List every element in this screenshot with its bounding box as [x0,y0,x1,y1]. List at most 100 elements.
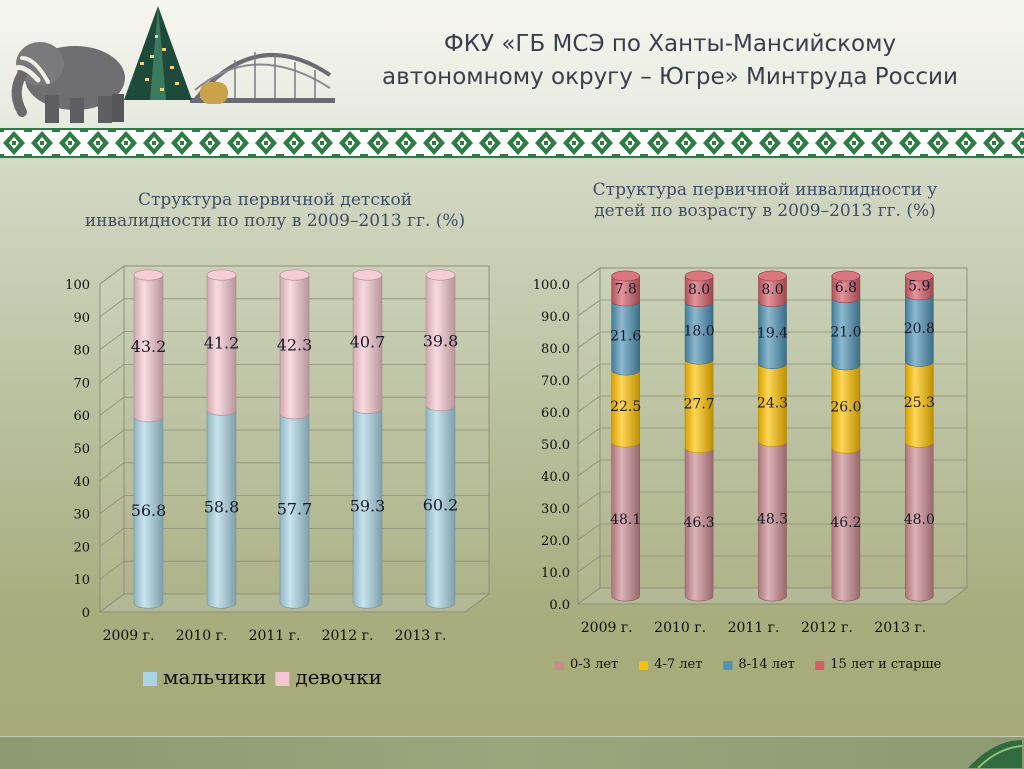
legend-label: мальчики [163,665,266,689]
bar-segment [279,274,310,420]
page-title-line2: автономному округу – Югре» Минтруда Росс… [382,64,958,90]
plot-side-wall [577,267,601,605]
bar-segment [905,442,934,602]
bar-top-cap [352,269,383,281]
bar-top-cap [831,270,861,282]
bar-segment [206,409,237,609]
gridline [577,395,967,413]
bar-top-cap [758,270,787,282]
data-label: 24.3 [757,396,788,412]
x-tick-label: 2009 г. [581,620,633,636]
data-label: 48.1 [610,512,641,528]
legend-label: 15 лет и старше [830,657,941,672]
bar-segment [133,274,164,423]
y-tick-label: 90.0 [541,310,570,325]
chart2-title-line2: детей по возрасту в 2009–2013 гг. (%) [594,201,936,221]
gridline [99,528,489,547]
y-tick-label: 20.0 [541,534,570,549]
gridline [577,523,967,541]
y-tick-label: 40 [73,475,90,490]
y-tick-label: 90 [73,311,90,326]
x-tick-label: 2013 г. [874,620,926,636]
legend-swatch [143,672,157,686]
bar-top-cap [425,269,456,281]
gridline [99,462,489,482]
plot-back-wall [599,267,968,589]
header: ФКУ «ГБ МСЭ по Ханты-Мансийскому автоном… [0,0,1024,128]
page-title: ФКУ «ГБ МСЭ по Ханты-Мансийскому автоном… [350,28,990,94]
x-tick-label: 2012 г. [801,620,853,636]
x-tick-label: 2013 г. [395,628,447,644]
y-tick-label: 70.0 [541,374,570,389]
legend-label: девочки [295,665,382,689]
corner-leaf-icon [968,740,1023,768]
x-tick-label: 2012 г. [322,628,374,644]
gridline [577,267,967,285]
gridline [577,331,967,349]
data-label: 48.0 [904,512,935,528]
data-label: 46.2 [830,515,861,531]
data-label: 21.6 [610,329,641,345]
ornament-band [0,128,1024,158]
y-tick-label: 30.0 [541,502,570,517]
bar-segment [905,275,934,301]
bar-segment [206,274,237,416]
bar-segment [684,447,714,602]
data-label: 22.5 [610,399,641,415]
data-label: 42.3 [277,335,313,354]
y-tick-label: 40.0 [541,470,570,485]
gridline [577,555,967,573]
data-label: 8.0 [688,282,710,298]
gridline [99,495,489,514]
bar-segment [758,301,787,369]
y-tick-label: 50 [73,442,90,457]
plot-back-wall [123,265,490,595]
bar-segment [611,369,640,448]
legend-swatch [275,672,290,686]
x-tick-label: 2011 г. [249,628,301,644]
x-tick-label: 2010 г. [176,628,228,644]
x-tick-label: 2009 г. [103,628,155,644]
data-label: 48.3 [757,512,788,528]
y-tick-label: 70 [73,376,90,391]
chart2-title-line1: Структура первичной инвалидности у [592,180,938,200]
gridline [99,298,489,318]
gridline [99,429,489,449]
gridline [99,265,489,285]
data-label: 39.8 [423,331,459,350]
plot-floor [576,587,969,605]
y-tick-label: 80.0 [541,342,570,357]
bar-segment [905,361,934,448]
data-label: 41.2 [204,334,240,353]
bar-segment [758,441,787,602]
bar-top-cap [611,270,641,282]
y-tick-label: 60.0 [541,406,570,421]
chart1-title-line1: Структура первичной детской [137,190,413,210]
gridline [99,560,489,580]
gridline [99,593,489,613]
bar-segment [905,294,934,367]
page-title-line1: ФКУ «ГБ МСЭ по Ханты-Мансийскому [443,31,897,57]
data-label: 6.8 [835,280,857,296]
bar-top-cap [279,269,310,281]
y-tick-label: 100.0 [533,278,570,293]
y-tick-label: 80 [73,344,90,359]
bar-segment [758,363,787,447]
y-tick-label: 0 [82,606,90,621]
y-tick-label: 30 [73,508,90,523]
bar-segment [758,275,787,307]
bar-segment [831,275,861,304]
footer-bar [0,736,1024,769]
gridline [577,491,967,509]
data-label: 18.0 [684,323,715,339]
data-label: 58.8 [204,498,240,517]
data-label: 57.7 [277,499,313,518]
bar-top-cap [133,269,164,281]
bar-segment [611,300,640,376]
legend-label: 8-14 лет [738,657,794,672]
data-label: 25.3 [904,395,935,411]
y-tick-label: 50.0 [541,438,570,453]
legend-label: 0-3 лет [570,657,618,672]
legend-swatch [723,661,733,670]
bar-segment [684,275,714,307]
